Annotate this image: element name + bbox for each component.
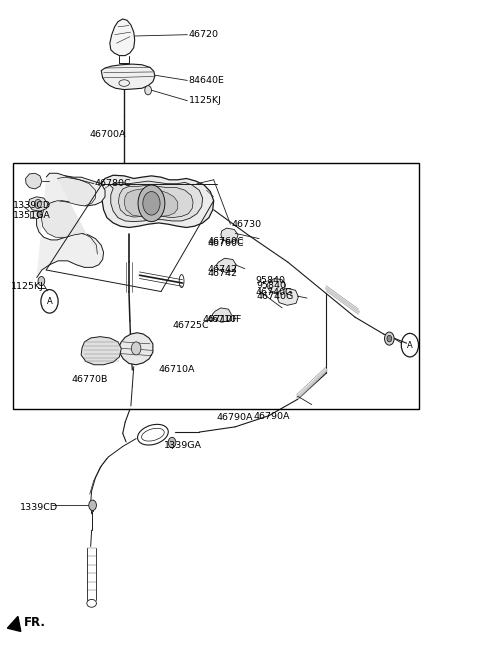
Text: 46710F: 46710F — [206, 314, 242, 324]
Polygon shape — [212, 308, 231, 322]
Text: 46790A: 46790A — [216, 413, 252, 422]
Polygon shape — [41, 177, 97, 254]
Text: 46790A: 46790A — [253, 412, 290, 421]
Polygon shape — [221, 228, 238, 242]
Text: 46770B: 46770B — [72, 375, 108, 384]
Polygon shape — [124, 189, 178, 216]
Circle shape — [89, 500, 96, 510]
Text: 1125KJ: 1125KJ — [11, 282, 44, 291]
Text: 84640E: 84640E — [189, 76, 225, 85]
Text: 46710A: 46710A — [158, 365, 195, 374]
Polygon shape — [216, 258, 236, 272]
Text: 46730: 46730 — [232, 220, 262, 229]
Text: 46742: 46742 — [207, 269, 238, 278]
Text: 46780C: 46780C — [94, 179, 131, 188]
Polygon shape — [110, 19, 135, 56]
Text: FR.: FR. — [24, 616, 46, 629]
Polygon shape — [267, 278, 286, 293]
Text: 46700A: 46700A — [89, 130, 126, 139]
Text: 46725C: 46725C — [173, 321, 210, 330]
Polygon shape — [101, 175, 214, 227]
Circle shape — [143, 191, 160, 215]
Circle shape — [168, 438, 176, 448]
Circle shape — [145, 86, 152, 95]
Circle shape — [37, 211, 42, 217]
Polygon shape — [36, 174, 105, 278]
Text: 95840: 95840 — [257, 280, 287, 290]
Polygon shape — [119, 185, 193, 217]
Circle shape — [138, 185, 165, 221]
Text: 1339GA: 1339GA — [163, 441, 202, 449]
Text: A: A — [47, 297, 52, 306]
Polygon shape — [101, 64, 155, 90]
Polygon shape — [81, 337, 121, 365]
Text: 46720: 46720 — [189, 30, 219, 39]
Text: 1351GA: 1351GA — [12, 210, 50, 219]
Text: 46760C: 46760C — [207, 239, 244, 248]
Circle shape — [132, 342, 141, 355]
Text: 46740G: 46740G — [255, 288, 293, 297]
Polygon shape — [120, 333, 153, 365]
Text: 1339CD: 1339CD — [20, 504, 58, 512]
Text: 46760C: 46760C — [207, 236, 244, 246]
Polygon shape — [28, 196, 48, 211]
Bar — [12, 163, 420, 409]
Circle shape — [387, 335, 392, 342]
Circle shape — [38, 276, 45, 286]
Polygon shape — [25, 174, 42, 189]
Text: 95840: 95840 — [255, 276, 285, 285]
Polygon shape — [30, 211, 38, 217]
Text: 1125KJ: 1125KJ — [189, 96, 222, 105]
Text: 46740G: 46740G — [257, 291, 294, 301]
Polygon shape — [110, 181, 203, 221]
Text: A: A — [407, 341, 413, 350]
Circle shape — [384, 332, 394, 345]
Polygon shape — [277, 288, 299, 305]
Circle shape — [35, 199, 41, 208]
Text: 46710F: 46710F — [203, 314, 238, 324]
Text: 1339CD: 1339CD — [12, 202, 51, 210]
Polygon shape — [7, 616, 21, 631]
Text: 46742: 46742 — [207, 265, 238, 274]
